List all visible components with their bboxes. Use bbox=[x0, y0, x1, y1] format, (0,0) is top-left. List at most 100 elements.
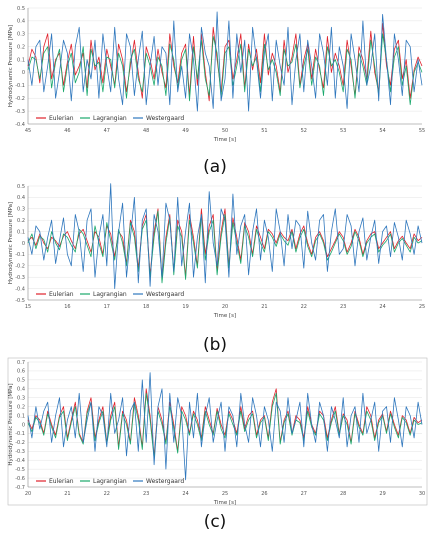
y-tick-label: -0.5 bbox=[15, 467, 25, 473]
y-tick-label: -0.4 bbox=[15, 286, 25, 292]
x-tick-label: 22 bbox=[104, 491, 110, 497]
x-tick-label: 26 bbox=[261, 491, 267, 497]
y-tick-label: -0.2 bbox=[15, 96, 25, 102]
x-tick-label: 20 bbox=[222, 304, 228, 310]
y-tick-label: -0.4 bbox=[15, 458, 25, 464]
y-tick-label: -0.2 bbox=[15, 440, 25, 446]
legend-label-lagrangian: Lagrangian bbox=[93, 478, 127, 485]
y-tick-label: 0.6 bbox=[17, 369, 25, 375]
y-tick-label: 0.1 bbox=[17, 413, 25, 419]
chart-frame bbox=[7, 357, 428, 506]
y-tick-label: -0.5 bbox=[15, 298, 25, 304]
panel-caption: (b) bbox=[203, 335, 227, 355]
x-tick-label: 28 bbox=[340, 491, 346, 497]
x-tick-label: 20 bbox=[25, 491, 31, 497]
y-axis-label: Hydrodynamic Pressure [MPa] bbox=[8, 202, 14, 284]
y-tick-label: 0.5 bbox=[17, 184, 25, 190]
x-tick-label: 48 bbox=[143, 128, 149, 134]
x-tick-label: 19 bbox=[182, 304, 188, 310]
y-tick-label: 0.1 bbox=[17, 57, 25, 63]
y-tick-label: -0.1 bbox=[15, 83, 25, 89]
x-tick-label: 21 bbox=[261, 304, 267, 310]
x-tick-label: 54 bbox=[379, 128, 385, 134]
y-tick-label: 0.1 bbox=[17, 229, 25, 235]
y-tick-label: -0.2 bbox=[15, 264, 25, 270]
x-tick-label: 25 bbox=[222, 491, 228, 497]
y-tick-label: 0.4 bbox=[17, 387, 25, 393]
panel-caption: (a) bbox=[203, 157, 227, 177]
x-tick-label: 21 bbox=[64, 491, 70, 497]
series-line-lagrangian bbox=[27, 33, 423, 106]
y-tick-label: 0 bbox=[22, 422, 25, 428]
x-tick-label: 30 bbox=[419, 491, 425, 497]
x-tick-label: 46 bbox=[64, 128, 70, 134]
y-tick-label: 0.2 bbox=[17, 404, 25, 410]
legend: Eulerian Lagrangian Westergaard bbox=[36, 115, 184, 122]
y-tick-label: -0.7 bbox=[15, 485, 25, 491]
chart-panel-1: 0.5 0.4 0.3 0.2 0.1 0 -0.1 -0.2 -0.3 -0.445 46 47 48… bbox=[8, 6, 425, 177]
y-tick-label: 0.3 bbox=[17, 32, 25, 38]
x-tick-label: 55 bbox=[419, 128, 425, 134]
legend-label-westergaard: Westergaard bbox=[146, 115, 184, 122]
x-tick-label: 24 bbox=[182, 491, 188, 497]
y-tick-label: -0.3 bbox=[15, 275, 25, 281]
series-line-westergaard bbox=[27, 11, 423, 112]
chart-panel-3: 0.7 0.6 0.5 0.4 0.3 0.2 0.1 0 -0.1 -0.2 -0.3 -0.4 -0… bbox=[7, 357, 428, 532]
y-tick-label: 0.3 bbox=[17, 396, 25, 402]
x-axis-label: Time [s] bbox=[213, 500, 236, 506]
y-tick-label: 0.5 bbox=[17, 378, 25, 384]
y-tick-label: 0.3 bbox=[17, 207, 25, 213]
legend-label-lagrangian: Lagrangian bbox=[93, 291, 127, 298]
y-tick-label: -0.3 bbox=[15, 449, 25, 455]
y-tick-label: -0.3 bbox=[15, 109, 25, 115]
series-line-westergaard bbox=[27, 372, 423, 481]
x-tick-label: 27 bbox=[301, 491, 307, 497]
legend: Eulerian Lagrangian Westergaard bbox=[36, 478, 184, 485]
x-tick-label: 29 bbox=[379, 491, 385, 497]
x-tick-label: 16 bbox=[64, 304, 70, 310]
legend-label-westergaard: Westergaard bbox=[146, 478, 184, 485]
x-tick-label: 51 bbox=[261, 128, 267, 134]
y-tick-label: 0.4 bbox=[17, 19, 25, 25]
x-axis-label: Time [s] bbox=[213, 137, 236, 143]
series-line-lagrangian bbox=[27, 210, 423, 284]
y-tick-label: 0 bbox=[22, 241, 25, 247]
chart-panel-2: 0.5 0.4 0.3 0.2 0.1 0 -0.1 -0.2 -0.3 -0.4 -0.515 16… bbox=[8, 183, 425, 355]
y-tick-label: 0.2 bbox=[17, 218, 25, 224]
x-tick-label: 18 bbox=[143, 304, 149, 310]
x-axis-label: Time [s] bbox=[213, 313, 236, 319]
y-tick-label: -0.6 bbox=[15, 476, 25, 482]
legend-label-westergaard: Westergaard bbox=[146, 291, 184, 298]
x-tick-label: 49 bbox=[182, 128, 188, 134]
legend-label-eulerian: Eulerian bbox=[49, 478, 74, 485]
y-tick-label: -0.4 bbox=[15, 122, 25, 128]
x-tick-label: 24 bbox=[379, 304, 385, 310]
panel-caption: (c) bbox=[204, 512, 227, 532]
y-tick-label: 0.2 bbox=[17, 44, 25, 50]
y-tick-label: 0.7 bbox=[17, 360, 25, 366]
x-tick-label: 15 bbox=[25, 304, 31, 310]
x-tick-label: 23 bbox=[340, 304, 346, 310]
x-tick-label: 45 bbox=[25, 128, 31, 134]
x-tick-label: 53 bbox=[340, 128, 346, 134]
y-tick-label: 0.5 bbox=[17, 6, 25, 12]
legend: Eulerian Lagrangian Westergaard bbox=[36, 291, 184, 298]
legend-label-eulerian: Eulerian bbox=[49, 291, 74, 298]
y-axis-label: Hydrodynamic Pressure [MPa] bbox=[8, 25, 14, 107]
y-tick-label: -0.1 bbox=[15, 431, 25, 437]
x-tick-label: 23 bbox=[143, 491, 149, 497]
x-tick-label: 50 bbox=[222, 128, 228, 134]
legend-label-eulerian: Eulerian bbox=[49, 115, 74, 122]
series-line-westergaard bbox=[27, 183, 423, 290]
y-tick-label: 0 bbox=[22, 70, 25, 76]
x-tick-label: 22 bbox=[301, 304, 307, 310]
y-axis-label: Hydrodynamic Pressure [MPa] bbox=[8, 383, 14, 465]
x-tick-label: 47 bbox=[104, 128, 110, 134]
y-tick-label: -0.1 bbox=[15, 252, 25, 258]
legend-label-lagrangian: Lagrangian bbox=[93, 115, 127, 122]
x-tick-label: 52 bbox=[301, 128, 307, 134]
x-tick-label: 17 bbox=[104, 304, 110, 310]
x-tick-label: 25 bbox=[419, 304, 425, 310]
y-tick-label: 0.4 bbox=[17, 195, 25, 201]
